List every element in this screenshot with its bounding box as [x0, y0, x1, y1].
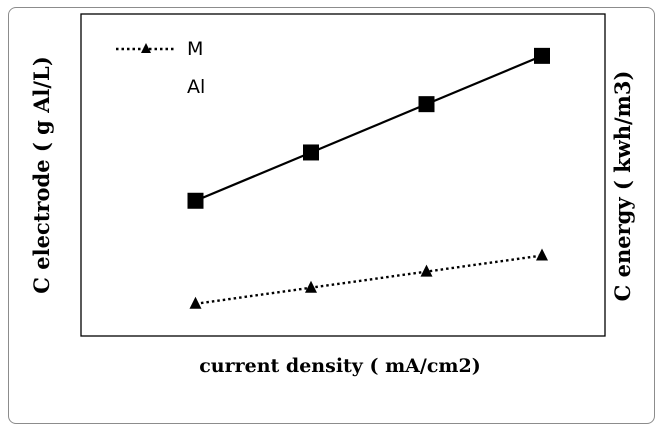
- series-line-m: [195, 254, 543, 305]
- series-line-al: [195, 54, 543, 202]
- legend: M Al: [116, 38, 205, 98]
- y-axis-label-left: C electrode ( g Al/L): [29, 56, 54, 294]
- chart-svg: M Al C electrode ( g Al/L) C energy ( kw…: [29, 13, 635, 377]
- plot-area: [80, 13, 606, 337]
- y-axis-label-right: C energy ( kwh/m3): [610, 71, 635, 302]
- x-axis-label: current density ( mA/cm2): [199, 355, 481, 377]
- legend-label-al: Al: [187, 76, 205, 98]
- data-point-al-4: [534, 47, 550, 64]
- data-point-m-2: [305, 280, 317, 293]
- data-point-m-1: [189, 296, 202, 309]
- data-point-m-4: [536, 248, 548, 261]
- series-layer: [187, 47, 550, 309]
- chart-frame: M Al C electrode ( g Al/L) C energy ( kw…: [8, 7, 655, 424]
- legend-label-m: M: [187, 38, 203, 60]
- data-point-al-3: [418, 96, 435, 113]
- data-point-al-2: [303, 144, 319, 161]
- data-point-m-3: [420, 264, 433, 277]
- data-point-al-1: [187, 192, 204, 209]
- legend-marker-triangle: [141, 43, 151, 53]
